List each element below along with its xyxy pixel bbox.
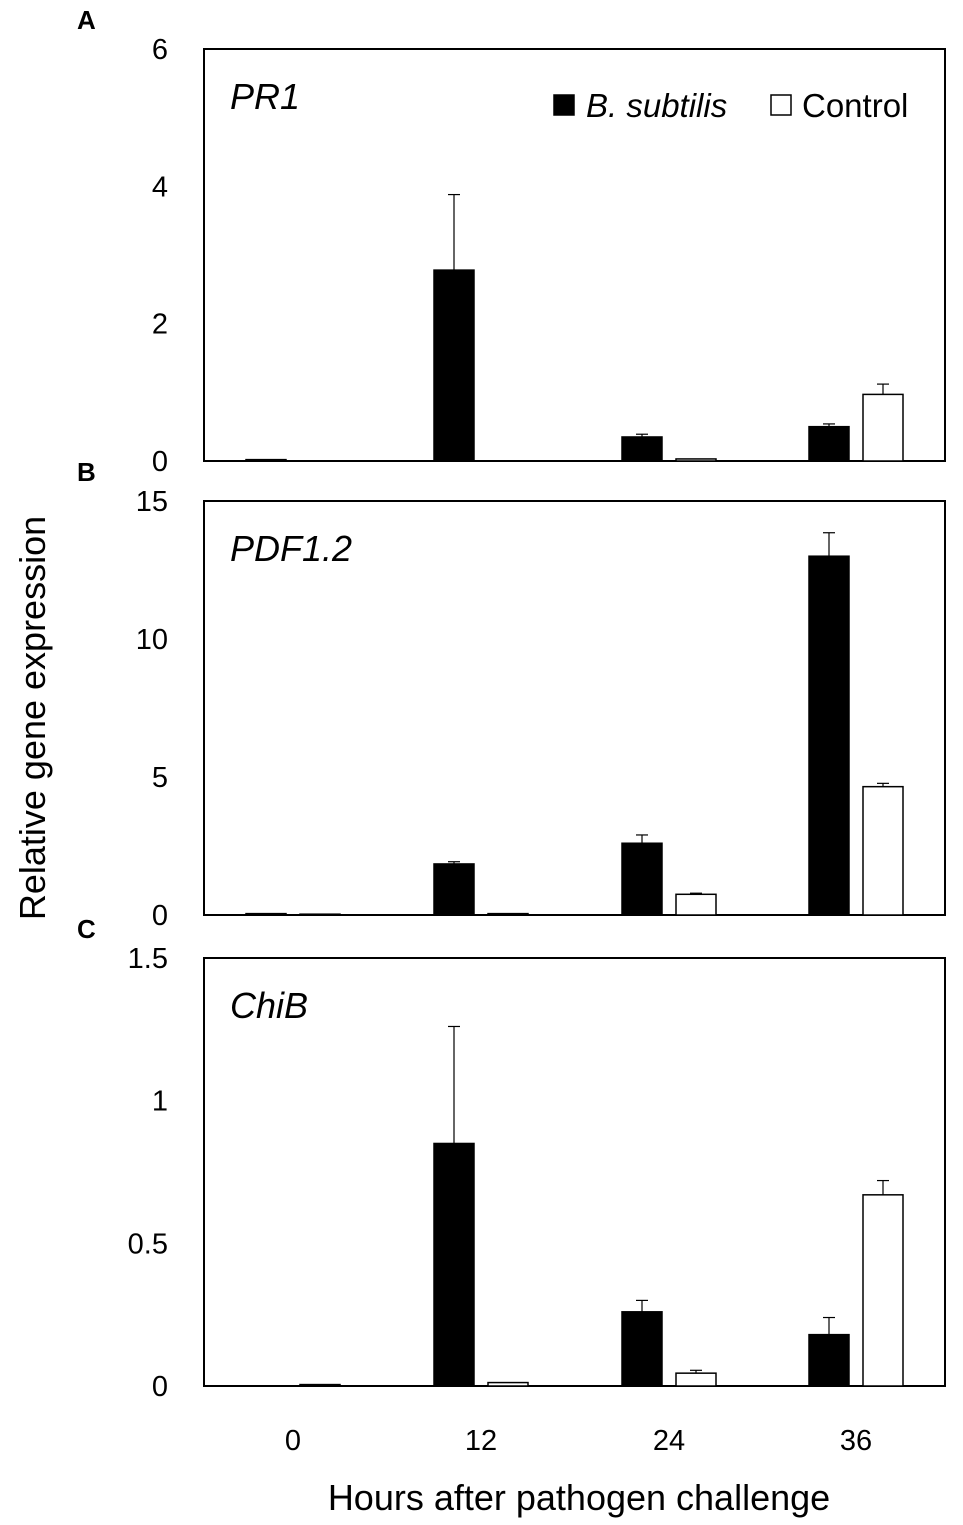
bar-control — [675, 893, 717, 916]
panel-C: C ChiB 0 0.5 1 1.5 — [77, 914, 946, 1403]
bar-bsubtilis — [621, 1311, 663, 1387]
panels: A PR1 0 2 4 6 B PDF1.2 0 5 10 15 C ChiB 0 0.5 1 1.5 — [77, 5, 946, 1403]
panel-letter: B — [77, 457, 96, 487]
gene-label: ChiB — [230, 985, 308, 1026]
y-axis-title: Relative gene expression — [12, 516, 53, 920]
panel-A: A PR1 0 2 4 6 — [77, 5, 946, 478]
y-tick-label: 15 — [136, 486, 168, 518]
bar-bsubtilis — [433, 1142, 475, 1387]
bar-bsubtilis — [433, 269, 475, 462]
panel-letter: A — [77, 5, 96, 35]
bar-bsubtilis — [808, 1333, 850, 1387]
y-tick-label: 2 — [152, 309, 168, 341]
legend: B. subtilis Control — [553, 87, 908, 124]
legend-label: B. subtilis — [586, 87, 727, 124]
bar-control — [862, 1194, 904, 1387]
legend-swatch — [553, 94, 575, 116]
bar-control — [862, 785, 904, 916]
y-tick-label: 10 — [136, 624, 168, 656]
bar-bsubtilis — [621, 436, 663, 462]
y-tick-label: 1 — [152, 1086, 168, 1118]
bar-control — [299, 1383, 341, 1387]
bar-bsubtilis — [433, 863, 475, 916]
bar-bsubtilis — [245, 912, 287, 916]
plot-frame — [203, 500, 946, 916]
x-tick-label: 0 — [285, 1425, 301, 1457]
plot-frame — [203, 48, 946, 462]
bar-control — [299, 913, 341, 916]
bar-control — [487, 1381, 529, 1387]
x-tick-label: 36 — [840, 1425, 872, 1457]
x-tick-label: 12 — [465, 1425, 497, 1457]
legend-label: Control — [802, 87, 908, 124]
y-tick-label: 0 — [152, 900, 168, 932]
bar-control — [675, 1372, 717, 1387]
bar-control — [487, 912, 529, 916]
bar-control — [862, 393, 904, 462]
y-tick-label: 0 — [152, 1371, 168, 1403]
x-axis-title: Hours after pathogen challenge — [328, 1477, 830, 1518]
bar-bsubtilis — [621, 842, 663, 916]
y-tick-label: 1.5 — [128, 943, 168, 975]
plot-frame — [203, 957, 946, 1387]
bar-bsubtilis — [808, 555, 850, 916]
panel-B: B PDF1.2 0 5 10 15 — [77, 457, 946, 932]
y-tick-label: 5 — [152, 762, 168, 794]
y-tick-label: 4 — [152, 171, 168, 203]
y-tick-label: 0.5 — [128, 1228, 168, 1260]
bar-bsubtilis — [808, 425, 850, 462]
gene-label: PDF1.2 — [230, 528, 352, 569]
gene-label: PR1 — [230, 76, 300, 117]
legend-swatch — [770, 94, 792, 116]
y-tick-label: 6 — [152, 34, 168, 66]
y-tick-label: 0 — [152, 446, 168, 478]
x-tick-labels: 0 12 24 36 — [285, 1425, 872, 1457]
panel-letter: C — [77, 914, 96, 944]
bar-control — [675, 458, 717, 462]
bar-bsubtilis — [245, 458, 287, 462]
x-tick-label: 24 — [653, 1425, 685, 1457]
